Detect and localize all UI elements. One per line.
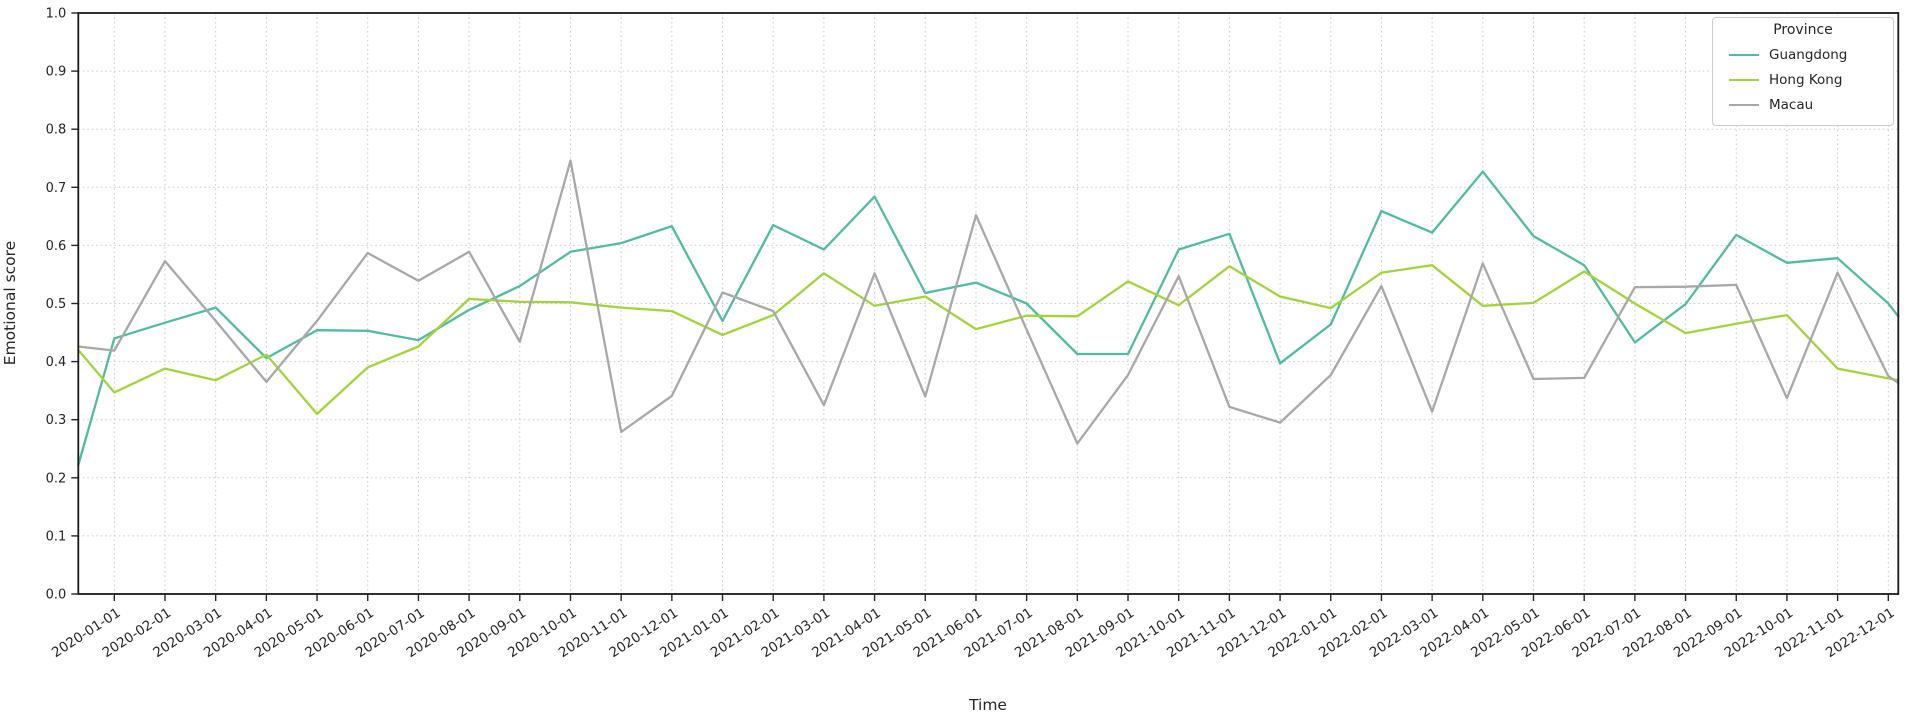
y-tick-label: 0.7	[46, 181, 67, 196]
y-tick-label: 0.6	[46, 239, 67, 254]
legend: Province Guangdong Hong Kong Macau	[1712, 17, 1894, 126]
y-tick-label: 0.0	[46, 588, 67, 603]
legend-label-macau: Macau	[1769, 96, 1814, 113]
legend-title: Province	[1773, 22, 1833, 38]
series-line-guangdong	[77, 170, 1900, 467]
series-line-hong-kong	[77, 264, 1900, 416]
y-tick-label: 0.1	[46, 529, 67, 544]
series-line-macau	[77, 159, 1900, 445]
x-axis-title: Time	[969, 696, 1007, 714]
y-tick-label: 0.5	[46, 297, 67, 312]
macau-line-swatch	[1729, 103, 1759, 106]
y-tick-label: 0.8	[46, 123, 67, 138]
legend-item-macau: Macau	[1723, 92, 1883, 117]
y-tick-label: 0.9	[46, 65, 67, 80]
hong-kong-line-swatch	[1729, 78, 1759, 81]
guangdong-line-swatch	[1729, 53, 1759, 56]
y-tick-label: 0.2	[46, 471, 67, 486]
y-axis-title: Emotional score	[1, 240, 19, 366]
legend-label-guangdong: Guangdong	[1769, 46, 1848, 63]
legend-item-guangdong: Guangdong	[1723, 42, 1883, 67]
y-tick-label: 0.4	[46, 355, 67, 370]
y-tick-label: 1.0	[46, 7, 67, 22]
legend-item-hong-kong: Hong Kong	[1723, 67, 1883, 92]
y-tick-label: 0.3	[46, 413, 67, 428]
legend-label-hong-kong: Hong Kong	[1769, 71, 1843, 88]
